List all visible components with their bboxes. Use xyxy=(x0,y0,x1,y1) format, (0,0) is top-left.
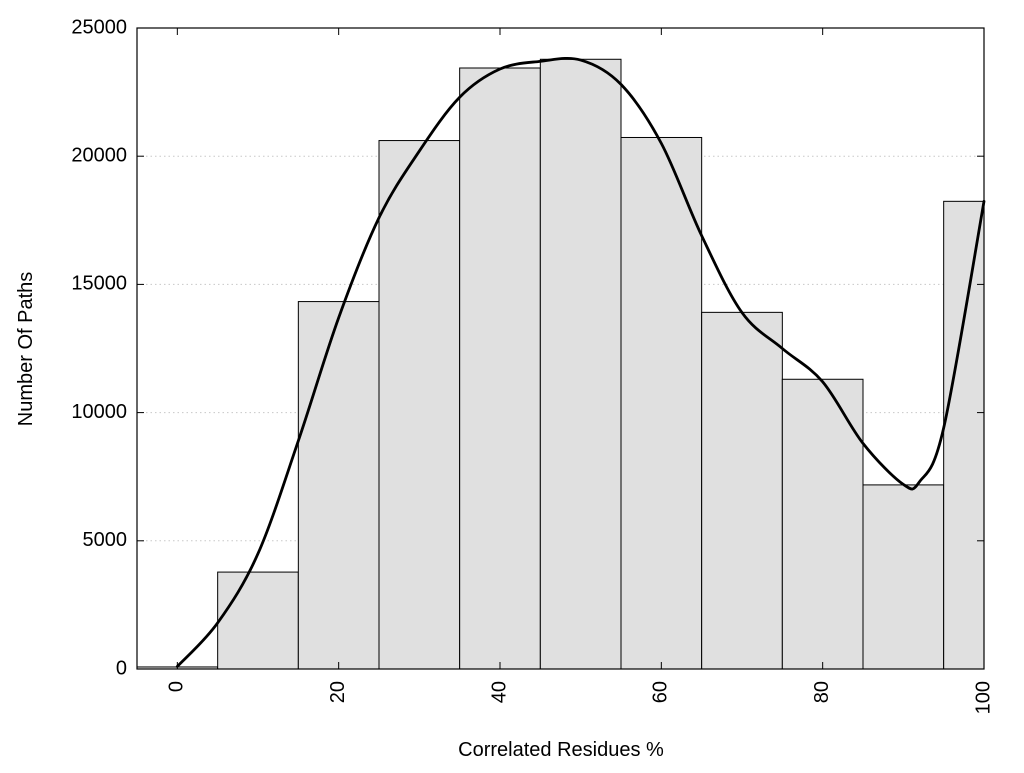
x-tick-label: 40 xyxy=(488,681,510,703)
x-axis-ticks: 0 20 40 60 80 100 xyxy=(166,28,994,714)
histogram-bar xyxy=(620,136,703,670)
histogram-bar xyxy=(297,301,380,670)
histogram-bar xyxy=(943,200,985,670)
density-curve xyxy=(175,56,986,668)
x-tick-label: 20 xyxy=(327,681,349,703)
x-tick-label: 100 xyxy=(972,681,994,714)
histogram-bar xyxy=(217,571,299,670)
histogram-bars xyxy=(136,58,985,670)
histogram-bar xyxy=(862,484,945,670)
density-curve-layer xyxy=(175,56,986,668)
y-tick-label: 0 xyxy=(116,657,127,679)
x-tick-label: 60 xyxy=(650,681,672,703)
histogram-bar xyxy=(781,378,864,670)
plot-frame xyxy=(136,27,985,670)
x-tick-label: 0 xyxy=(166,681,188,692)
histogram-bar xyxy=(459,67,541,670)
y-tick-label: 25000 xyxy=(71,16,127,38)
y-tick-label: 20000 xyxy=(71,144,127,166)
histogram-bar xyxy=(701,311,783,670)
x-tick-label: 80 xyxy=(811,681,833,703)
x-axis-label: Correlated Residues % xyxy=(458,739,664,761)
y-axis-ticks: 0 5000 10000 15000 20000 25000 xyxy=(71,16,984,679)
y-axis-label: Number Of Paths xyxy=(15,272,37,427)
histogram-bar xyxy=(378,140,461,670)
histogram-bar xyxy=(539,58,622,670)
y-tick-label: 10000 xyxy=(71,401,127,423)
y-tick-label: 15000 xyxy=(71,273,127,295)
y-tick-label: 5000 xyxy=(83,529,128,551)
